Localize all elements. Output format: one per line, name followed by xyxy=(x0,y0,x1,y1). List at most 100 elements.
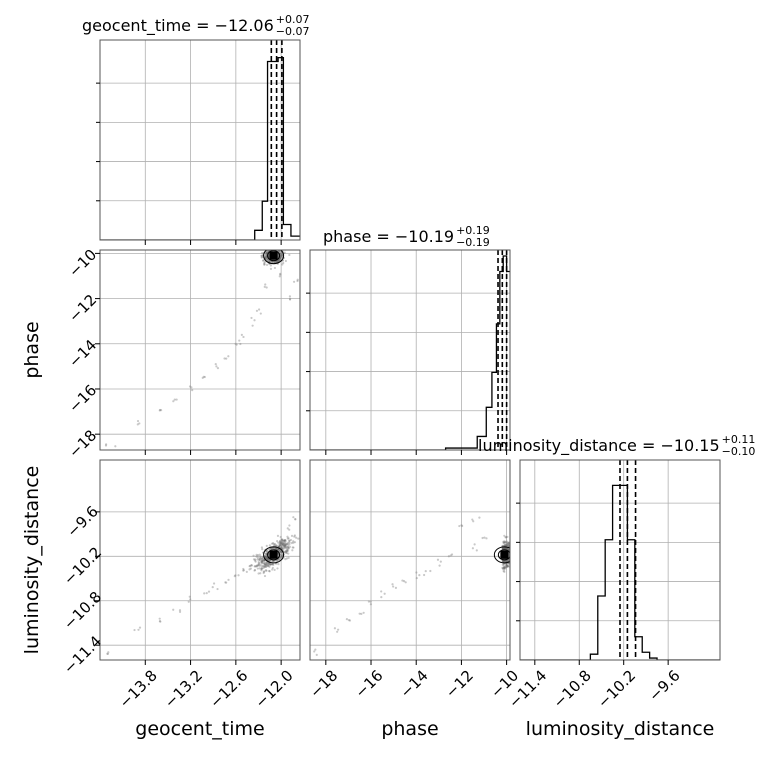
scatter-point xyxy=(265,562,268,565)
scatter-point xyxy=(205,592,208,595)
scatter-point xyxy=(190,386,193,389)
scatter-point xyxy=(242,335,245,339)
scatter-point xyxy=(273,542,277,546)
scatter-point xyxy=(369,600,372,603)
scatter-point xyxy=(259,556,262,560)
scatter-point xyxy=(260,546,264,549)
scatter-point xyxy=(276,260,279,263)
diag-title-geocent_time: geocent_time = −12.06 xyxy=(82,16,274,36)
scatter-point xyxy=(273,246,275,248)
scatter-point xyxy=(429,569,432,573)
scatter-point xyxy=(279,272,282,275)
scatter-point xyxy=(281,542,284,545)
scatter-point xyxy=(285,550,289,553)
scatter-point xyxy=(505,562,508,566)
scatter-point xyxy=(447,555,450,558)
contour-mid xyxy=(267,549,281,561)
histogram-step-geocent_time xyxy=(100,56,300,240)
scatter-point xyxy=(283,546,287,549)
scatter-point xyxy=(506,565,510,568)
scatter-point xyxy=(264,564,268,567)
contour-core xyxy=(500,550,509,559)
scatter-point xyxy=(284,543,287,546)
y-tick-label: −16 xyxy=(65,381,100,416)
scatter-point xyxy=(502,547,505,550)
scatter-point xyxy=(290,541,293,545)
scatter-point xyxy=(253,319,256,322)
scatter-point xyxy=(504,547,507,550)
scatter-point xyxy=(288,539,291,543)
scatter-point xyxy=(510,550,512,552)
scatter-point xyxy=(391,583,394,586)
scatter-point xyxy=(265,251,269,255)
scatter-point xyxy=(279,539,282,542)
scatter-point xyxy=(282,245,284,247)
scatter-point xyxy=(242,569,245,572)
scatter-point xyxy=(503,547,506,550)
scatter-point xyxy=(257,563,260,566)
scatter-point xyxy=(283,539,286,542)
scatter-point xyxy=(517,550,519,552)
scatter-point xyxy=(270,246,272,248)
scatter-point xyxy=(279,256,282,260)
scatter-point xyxy=(272,247,274,249)
scatter-point xyxy=(260,565,263,568)
scatter-point xyxy=(261,557,264,560)
scatter-point xyxy=(274,547,278,550)
scatter-point xyxy=(265,552,268,555)
scatter-point xyxy=(264,253,268,256)
scatter-point xyxy=(255,564,259,567)
scatter-point xyxy=(286,542,289,545)
scatter-point xyxy=(279,257,282,260)
scatter-geocent_time-vs-phase xyxy=(104,245,299,448)
scatter-point xyxy=(270,560,274,563)
scatter-point xyxy=(266,549,269,553)
scatter-point xyxy=(173,398,176,401)
scatter-point xyxy=(485,537,488,540)
scatter-point xyxy=(276,548,279,551)
scatter-point xyxy=(504,560,508,563)
scatter-point xyxy=(511,555,513,557)
scatter-point xyxy=(404,581,407,584)
contour-outer xyxy=(263,546,285,564)
scatter-point xyxy=(267,558,270,561)
scatter-point xyxy=(512,559,514,561)
scatter-point xyxy=(513,547,515,549)
scatter-point xyxy=(450,553,454,556)
x-axis-label: geocent_time xyxy=(135,718,264,740)
scatter-point xyxy=(471,518,474,521)
y-tick-label: −10.8 xyxy=(60,588,105,633)
scatter-point xyxy=(250,563,253,567)
scatter-point xyxy=(439,560,442,563)
scatter-point xyxy=(286,546,289,549)
scatter-point xyxy=(507,542,510,545)
scatter-point xyxy=(285,543,288,546)
scatter-point xyxy=(234,574,237,577)
scatter-point xyxy=(287,547,290,550)
diag-title-luminosity_distance: luminosity_distance = −10.15 xyxy=(478,436,720,456)
scatter-geocent_time-vs-luminosity_distance xyxy=(106,516,300,656)
scatter-point xyxy=(512,541,514,543)
scatter-point xyxy=(287,552,290,555)
scatter-point xyxy=(380,596,383,599)
scatter-point xyxy=(214,362,217,366)
y-tick-label: −10.2 xyxy=(60,543,105,588)
scatter-point xyxy=(261,256,264,259)
scatter-point xyxy=(136,419,140,423)
scatter-point xyxy=(503,566,506,569)
scatter-point xyxy=(178,610,182,614)
scatter-point xyxy=(288,297,292,300)
scatter-point xyxy=(283,544,286,547)
scatter-point xyxy=(501,563,504,566)
scatter-point xyxy=(267,254,270,257)
scatter-point xyxy=(262,566,265,570)
scatter-point xyxy=(294,517,297,521)
scatter-point xyxy=(257,308,261,311)
scatter-point xyxy=(237,574,240,577)
scatter-point xyxy=(268,569,271,573)
scatter-point xyxy=(267,564,270,568)
scatter-point xyxy=(515,557,517,559)
scatter-point xyxy=(276,534,280,537)
panel-frame xyxy=(309,459,511,661)
scatter-point xyxy=(225,357,228,360)
